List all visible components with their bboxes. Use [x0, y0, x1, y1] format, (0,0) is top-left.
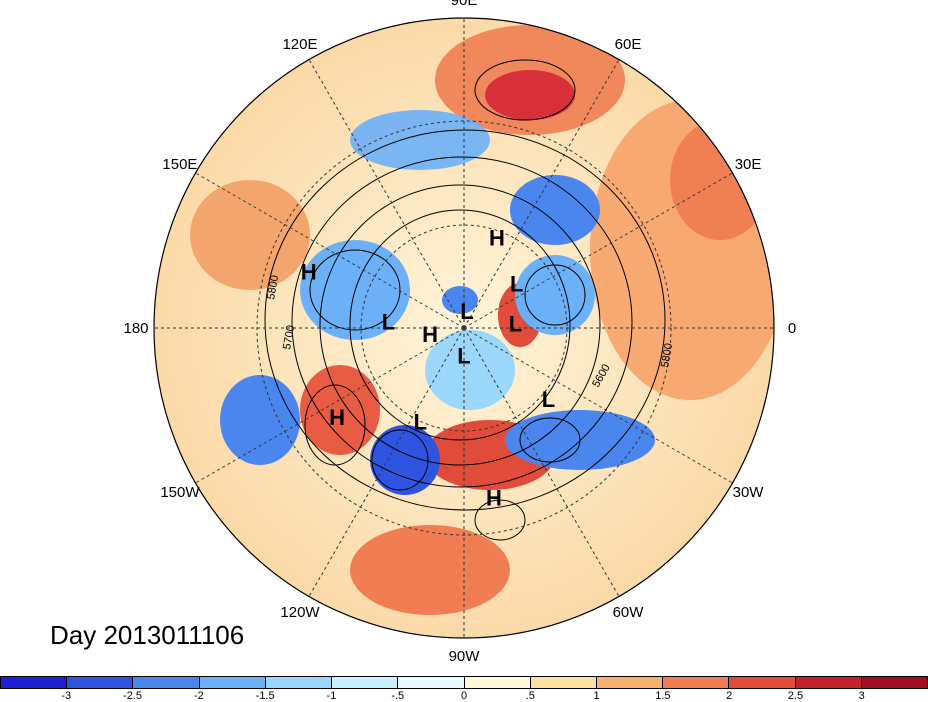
colorbar-swatch	[596, 677, 664, 688]
longitude-label: 60W	[613, 604, 645, 621]
longitude-label: 0	[788, 320, 796, 337]
longitude-label: 30E	[735, 156, 762, 173]
colorbar-swatch	[530, 677, 597, 688]
longitude-label: 60E	[615, 36, 642, 53]
high-pressure-marker: H	[422, 322, 438, 347]
colorbar-tick-label: -2.5	[123, 690, 143, 702]
colorbar-tick-label: -2	[193, 690, 204, 702]
colorbar-swatch	[67, 677, 134, 688]
longitude-label: 30W	[733, 484, 765, 501]
colorbar-swatch	[332, 677, 399, 688]
meridian-line	[463, 172, 733, 329]
cold-anomaly-region	[425, 330, 515, 410]
cold-anomaly-region	[350, 110, 490, 170]
height-contours	[264, 59, 666, 541]
longitude-label: 150W	[160, 484, 200, 501]
longitude-label: 150E	[162, 156, 197, 173]
warm-anomaly-region	[350, 525, 510, 615]
contour-label: 5800	[265, 274, 281, 300]
colorbar-swatch	[861, 677, 928, 688]
low-pressure-marker: L	[542, 387, 555, 412]
meridian-lines	[154, 18, 774, 638]
colorbar-swatch	[1, 677, 68, 688]
anomaly-field	[154, 18, 774, 638]
meridian-line	[463, 59, 620, 329]
high-pressure-marker: H	[329, 405, 345, 430]
colorbar-tick-label: .5	[525, 690, 535, 702]
meridian-line	[195, 172, 465, 329]
colorbar-swatch	[133, 677, 200, 688]
map-boundary	[153, 17, 775, 639]
low-pressure-marker: L	[510, 272, 523, 297]
colorbar-tick-label: -.5	[391, 690, 405, 702]
longitude-labels: 90E 60E 30E 0 30W 60W 90W 120W 150W 180 150E 120E	[123, 0, 796, 665]
colorbar-swatch	[464, 677, 531, 688]
high-pressure-marker: H	[489, 225, 505, 250]
cold-anomaly-region	[515, 255, 595, 335]
contour-label: 5700	[281, 324, 297, 350]
longitude-label: 90E	[451, 0, 478, 9]
colorbar-tick-label: 2.5	[787, 690, 804, 702]
colorbar-swatch	[663, 677, 730, 688]
colorbar-tick-label: -1	[326, 690, 337, 702]
warm-anomaly-region	[485, 70, 575, 120]
longitude-label: 90W	[449, 648, 481, 665]
colorbar	[0, 676, 928, 689]
cold-anomaly-region	[220, 375, 300, 465]
high-pressure-marker: H	[301, 259, 317, 284]
longitude-label: 120E	[282, 36, 317, 53]
colorbar-tick-label: 3	[858, 690, 865, 702]
warm-anomaly-region	[300, 365, 380, 455]
colorbar-tick-label: -3	[61, 690, 72, 702]
low-pressure-marker: L	[457, 344, 470, 369]
low-pressure-marker: L	[414, 410, 427, 435]
cold-anomaly-region	[510, 175, 600, 245]
colorbar-swatch	[199, 677, 266, 688]
low-pressure-marker: L	[509, 311, 522, 336]
colorbar-tick-label: 1.5	[655, 690, 671, 702]
colorbar-swatch	[795, 677, 862, 688]
warm-anomaly-region	[190, 180, 310, 290]
cold-anomaly-region	[442, 286, 478, 314]
day-title: Day 2013011106	[50, 620, 245, 650]
meridian-line	[308, 59, 465, 329]
colorbar-swatch	[398, 677, 465, 688]
longitude-label: 180	[123, 320, 148, 337]
colorbar-swatch	[265, 677, 333, 688]
low-pressure-marker: L	[460, 299, 473, 324]
colorbar-tick-label: -1.5	[255, 690, 275, 702]
colorbar-tick-label: 1	[593, 690, 600, 702]
longitude-label: 120W	[280, 604, 320, 621]
colorbar-tick-label: 2	[726, 690, 733, 702]
meridian-line	[463, 327, 620, 597]
meridian-line	[195, 327, 465, 484]
low-pressure-marker: L	[382, 309, 395, 334]
colorbar-swatch	[729, 677, 796, 688]
high-pressure-marker: H	[486, 486, 502, 511]
meridian-line	[463, 327, 733, 484]
colorbar-labels: -3 -2.5 -2 -1.5 -1 -.5 0 .5 1 1.5 2 2.5 3	[0, 690, 928, 702]
colorbar-tick-label: 0	[460, 690, 468, 702]
contour-label: 5800	[659, 342, 675, 368]
meridian-line	[308, 327, 465, 597]
